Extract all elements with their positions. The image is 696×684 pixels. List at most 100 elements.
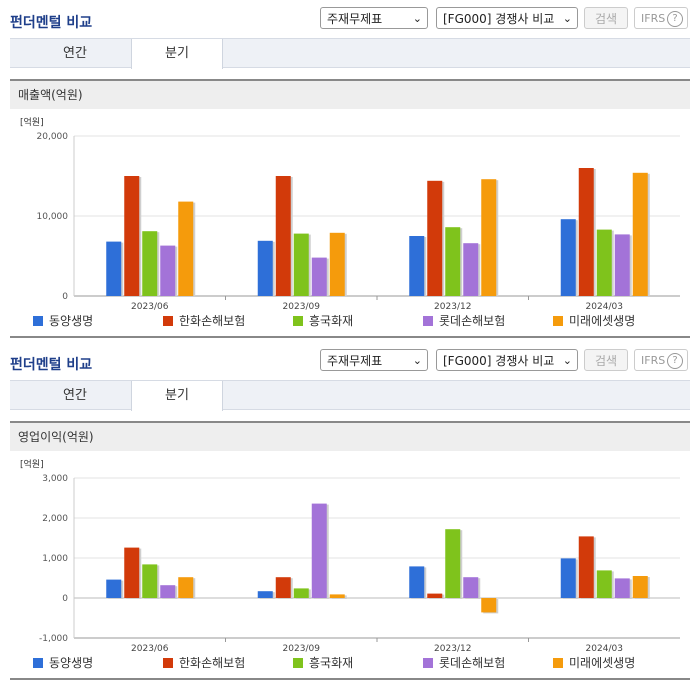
peer-group-select[interactable]: [FG000] 경쟁사 비교 ⌄ [436, 7, 578, 29]
x-tick-label: 2023/06 [131, 644, 169, 652]
legend-swatch [423, 658, 433, 668]
legend-label: 흥국화재 [309, 656, 354, 670]
bar [578, 536, 594, 598]
bar [160, 245, 176, 296]
panel-divider [10, 336, 690, 338]
bar [427, 593, 443, 598]
tab-annual[interactable]: 연간 [63, 46, 87, 61]
legend-item[interactable]: 한화손해보험 [163, 654, 245, 671]
chart-subheader: 매출액(억원) [10, 79, 690, 109]
ifrs-help-button[interactable]: IFRS ? [634, 349, 688, 371]
bar [614, 234, 630, 296]
peer-group-select[interactable]: [FG000] 경쟁사 비교 ⌄ [436, 349, 578, 371]
bar [560, 219, 576, 296]
bar [614, 578, 630, 598]
x-tick-label: 2023/09 [283, 302, 321, 310]
bar [578, 168, 594, 296]
legend-swatch [163, 316, 173, 326]
operating-income-chart: [억원] -1,000 0 1,000 2,000 3,000 2023/06 2023/09… [20, 458, 680, 652]
x-tick-label: 2023/06 [131, 302, 169, 310]
period-tabs: 연간 분기 [10, 38, 690, 69]
search-button[interactable]: 검색 [584, 349, 628, 371]
bar [257, 591, 273, 598]
bar [106, 241, 122, 296]
tab-annual[interactable]: 연간 [63, 388, 87, 403]
bar [124, 547, 140, 598]
revenue-chart: [억원] 0 10,000 20,000 2023/06 2023/09 2023/12 20… [20, 116, 680, 310]
legend-item[interactable]: 한화손해보험 [163, 312, 245, 329]
y-tick-label: 20,000 [37, 132, 69, 142]
legend-item[interactable]: 동양생명 [33, 312, 93, 329]
bar [275, 577, 291, 598]
bar [257, 240, 273, 296]
x-tick-label: 2023/09 [283, 644, 321, 652]
y-tick-label: 2,000 [42, 514, 68, 524]
question-circle-icon: ? [667, 353, 683, 369]
chevron-down-icon: ⌄ [412, 12, 422, 25]
chevron-down-icon: ⌄ [562, 354, 572, 367]
legend-label: 동양생명 [49, 314, 94, 328]
legend-label: 한화손해보험 [179, 314, 246, 328]
bar [481, 598, 497, 613]
legend-item[interactable]: 미래에셋생명 [553, 312, 635, 329]
bar [293, 233, 309, 296]
chart-legend: 동양생명 한화손해보험 흥국화재 롯데손해보험 미래에셋생명 [0, 654, 696, 672]
period-tabs: 연간 분기 [10, 380, 690, 411]
bar [329, 594, 345, 598]
legend-swatch [293, 316, 303, 326]
legend-item[interactable]: 흥국화재 [293, 654, 353, 671]
bar [275, 176, 291, 296]
bar [293, 588, 309, 598]
legend-swatch [293, 658, 303, 668]
bar [481, 179, 497, 296]
chevron-down-icon: ⌄ [562, 12, 572, 25]
legend-label: 한화손해보험 [179, 656, 246, 670]
legend-swatch [33, 316, 43, 326]
legend-swatch [553, 658, 563, 668]
y-tick-label: 10,000 [37, 212, 69, 222]
bar [596, 570, 612, 598]
y-tick-label: -1,000 [39, 634, 68, 644]
bar [106, 579, 122, 598]
legend-label: 흥국화재 [309, 314, 354, 328]
y-tick-label: 3,000 [42, 474, 68, 484]
chevron-down-icon: ⌄ [412, 354, 422, 367]
fundamental-panel-operating-income: 펀더멘털 비교 주재무제표 ⌄ [FG000] 경쟁사 비교 ⌄ 검색 IFRS… [0, 342, 696, 684]
legend-label: 롯데손해보험 [439, 314, 506, 328]
bar [142, 564, 158, 598]
peer-group-value: [FG000] 경쟁사 비교 [443, 12, 555, 26]
legend-swatch [163, 658, 173, 668]
bar [632, 172, 648, 296]
bar [409, 566, 425, 598]
legend-item[interactable]: 동양생명 [33, 654, 93, 671]
y-tick-label: 1,000 [42, 554, 68, 564]
bar [329, 232, 345, 296]
y-unit-label: [억원] [20, 116, 44, 128]
fundamental-panel-revenue: 펀더멘털 비교 주재무제표 ⌄ [FG000] 경쟁사 비교 ⌄ 검색 IFRS… [0, 7, 696, 338]
legend-item[interactable]: 롯데손해보험 [423, 312, 505, 329]
peer-group-value: [FG000] 경쟁사 비교 [443, 354, 555, 368]
legend-item[interactable]: 롯데손해보험 [423, 654, 505, 671]
legend-label: 동양생명 [49, 656, 94, 670]
legend-item[interactable]: 미래에셋생명 [553, 654, 635, 671]
y-unit-label: [억원] [20, 458, 44, 470]
bar [311, 257, 327, 296]
bar [560, 558, 576, 598]
legend-label: 미래에셋생명 [569, 314, 636, 328]
chart-legend: 동양생명 한화손해보험 흥국화재 롯데손해보험 미래에셋생명 [0, 312, 696, 330]
bar [445, 529, 461, 598]
legend-item[interactable]: 흥국화재 [293, 312, 353, 329]
question-circle-icon: ? [667, 11, 683, 27]
bar [124, 176, 140, 296]
statement-type-select[interactable]: 주재무제표 ⌄ [320, 349, 428, 371]
search-button[interactable]: 검색 [584, 7, 628, 29]
ifrs-label: IFRS [641, 12, 666, 25]
chart-subheader: 영업이익(억원) [10, 421, 690, 451]
legend-swatch [33, 658, 43, 668]
tab-quarterly[interactable]: 분기 [131, 39, 223, 69]
tab-quarterly[interactable]: 분기 [131, 381, 223, 411]
x-tick-label: 2023/12 [434, 644, 471, 652]
ifrs-help-button[interactable]: IFRS ? [634, 7, 688, 29]
statement-type-select[interactable]: 주재무제표 ⌄ [320, 7, 428, 29]
bar [311, 503, 327, 598]
